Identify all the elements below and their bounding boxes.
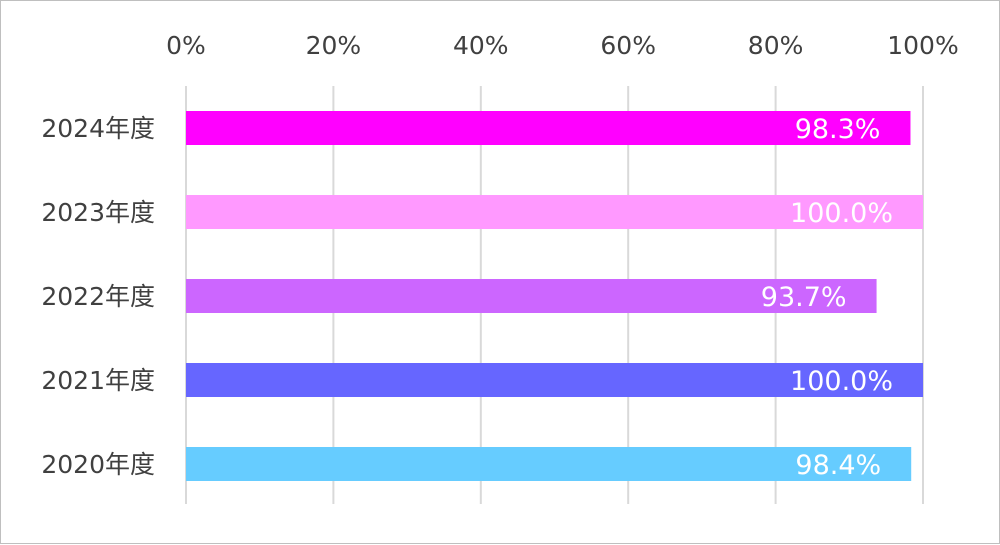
x-axis-tick-labels: 0% 20% 40% 60% 80% 100% [166, 31, 959, 60]
bar [186, 363, 923, 397]
data-label: 100.0% [790, 198, 893, 229]
x-tick-label: 40% [453, 31, 509, 60]
bar [186, 111, 911, 145]
x-tick-label: 20% [306, 31, 362, 60]
category-label: 2024年度 [41, 114, 155, 143]
category-label: 2023年度 [41, 198, 155, 227]
data-labels: 98.3% 100.0% 93.7% 100.0% 98.4% [761, 114, 893, 481]
data-label: 93.7% [761, 282, 847, 313]
category-label: 2022年度 [41, 282, 155, 311]
x-tick-label: 0% [166, 31, 206, 60]
bar [186, 447, 912, 481]
x-tick-label: 60% [600, 31, 656, 60]
bar [186, 195, 923, 229]
category-labels: 2024年度 2023年度 2022年度 2021年度 2020年度 [41, 114, 155, 479]
category-label: 2020年度 [41, 450, 155, 479]
data-label: 98.3% [795, 114, 881, 145]
category-label: 2021年度 [41, 366, 155, 395]
bar [186, 279, 877, 313]
bars [186, 111, 923, 481]
x-tick-label: 100% [887, 31, 958, 60]
x-tick-label: 80% [748, 31, 804, 60]
data-label: 98.4% [795, 450, 881, 481]
data-label: 100.0% [790, 366, 893, 397]
